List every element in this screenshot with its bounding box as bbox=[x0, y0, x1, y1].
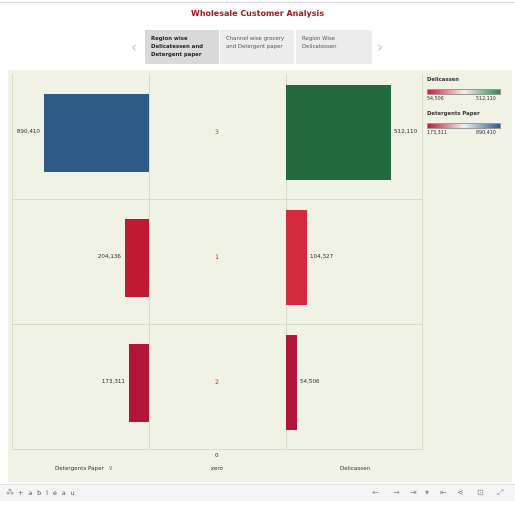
row-label-2: 2 bbox=[215, 379, 219, 386]
legend-detergents-title: Detergents Paper bbox=[427, 111, 480, 117]
redo-icon[interactable]: → bbox=[393, 488, 400, 497]
data-label-detergents-row-2: 173,311 bbox=[101, 379, 125, 385]
fullscreen-icon[interactable]: ⤢ bbox=[497, 488, 504, 497]
bar-detergents-row-2 bbox=[129, 344, 149, 422]
gridline-zero-left bbox=[149, 74, 150, 449]
legend-delicassen-max: 512,110 bbox=[476, 97, 496, 102]
tableau-brand: + a b l e a u bbox=[18, 489, 77, 497]
gridline-bottom bbox=[12, 449, 423, 450]
story-point-2[interactable]: Channel wise grocery and Detergent paper bbox=[220, 30, 294, 64]
story-prev-button[interactable]: ‹ bbox=[131, 38, 137, 56]
data-label-detergents-row-3: 890,410 bbox=[16, 129, 40, 135]
filter-icon[interactable]: ⊽ bbox=[108, 466, 113, 472]
data-label-delicassen-row-3: 512,110 bbox=[394, 128, 418, 135]
data-label-delicassen-row-1: 104,327 bbox=[310, 253, 334, 260]
bar-delicassen-row-3 bbox=[286, 85, 391, 180]
legend-detergents-max: 890,410 bbox=[476, 131, 496, 136]
axis-label-detergents: Detergents Paper ⊽ bbox=[55, 466, 113, 472]
story-next-button[interactable]: › bbox=[377, 38, 383, 56]
legend-delicassen-title: Delicassen bbox=[427, 77, 460, 83]
gridline-right bbox=[422, 74, 423, 449]
share-icon[interactable]: ⋖ bbox=[457, 488, 464, 497]
tableau-logo-icon: ⁂ bbox=[6, 488, 14, 497]
bar-delicassen-row-1 bbox=[286, 210, 307, 305]
legend-detergents-min: 173,311 bbox=[427, 131, 447, 136]
revert-dropdown-icon[interactable]: ▾ bbox=[425, 488, 430, 497]
legend-delicassen-gradient bbox=[427, 89, 501, 95]
bar-detergents-row-3 bbox=[44, 94, 149, 172]
data-label-detergents-row-1: 204,136 bbox=[97, 254, 121, 260]
revert-icon[interactable]: ⇥ bbox=[410, 488, 417, 497]
tableau-toolbar: ⁂ + a b l e a u ← → ⇥ ▾ ⇤ ⋖ ⊡ ⤢ bbox=[0, 484, 515, 501]
pause-icon[interactable]: ⇤ bbox=[440, 488, 447, 497]
gridline-row-2 bbox=[12, 324, 423, 325]
story-point-1[interactable]: Region wise Delicatessen and Detergent p… bbox=[145, 30, 219, 64]
story-point-3[interactable]: Region Wise Delicatessen bbox=[296, 30, 372, 64]
undo-icon[interactable]: ← bbox=[372, 488, 379, 497]
bar-delicassen-row-2 bbox=[286, 335, 297, 430]
dashboard-title: Wholesale Customer Analysis bbox=[191, 9, 324, 18]
gridline-left bbox=[12, 74, 13, 449]
legend-detergents-gradient bbox=[427, 123, 501, 129]
row-label-3: 3 bbox=[215, 129, 219, 136]
zero-tick-label: 0 bbox=[215, 453, 219, 459]
data-label-delicassen-row-2: 54,506 bbox=[300, 378, 320, 385]
legend-delicassen-min: 54,506 bbox=[427, 97, 444, 102]
axis-label-delicassen: Delicassen bbox=[340, 466, 371, 472]
bar-detergents-row-1 bbox=[125, 219, 149, 297]
comment-icon[interactable]: ⊡ bbox=[477, 488, 484, 497]
gridline-row-1 bbox=[12, 199, 423, 200]
row-label-1: 1 bbox=[215, 254, 219, 261]
top-divider bbox=[0, 2, 515, 3]
axis-label-zero: zero bbox=[211, 466, 223, 472]
axis-label-detergents-text: Detergents Paper bbox=[55, 466, 104, 472]
